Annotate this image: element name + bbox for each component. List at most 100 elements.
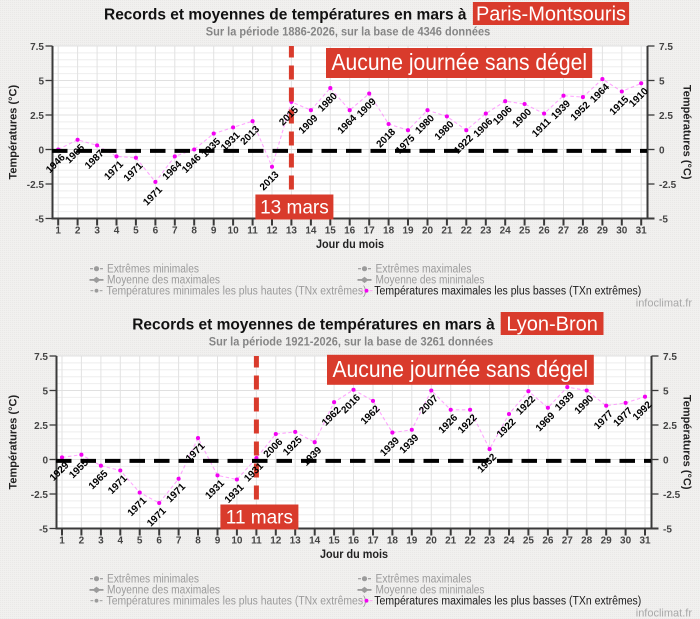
svg-text:11: 11	[247, 226, 258, 237]
svg-text:5: 5	[38, 76, 44, 87]
svg-text:Extrêmes minimales: Extrêmes minimales	[107, 574, 199, 586]
svg-text:9: 9	[215, 536, 221, 547]
svg-text:11: 11	[251, 536, 262, 547]
svg-text:5: 5	[659, 76, 665, 87]
svg-text:13 mars: 13 mars	[260, 197, 329, 218]
svg-text:25: 25	[519, 226, 531, 237]
svg-text:Températures maximales les plu: Températures maximales les plus basses (…	[374, 286, 641, 298]
svg-text:15: 15	[329, 536, 341, 547]
svg-text:24: 24	[503, 536, 515, 547]
svg-text:2: 2	[79, 536, 85, 547]
svg-text:Aucune journée sans dégel: Aucune journée sans dégel	[332, 49, 588, 75]
svg-text:0: 0	[38, 145, 44, 156]
svg-text:Moyenne des minimales: Moyenne des minimales	[376, 275, 485, 287]
svg-text:26: 26	[542, 536, 554, 547]
svg-text:9: 9	[211, 226, 217, 237]
svg-text:16: 16	[348, 536, 360, 547]
svg-text:13: 13	[290, 536, 302, 547]
svg-text:27: 27	[558, 226, 570, 237]
svg-text:1: 1	[59, 536, 65, 547]
svg-text:8: 8	[195, 536, 201, 547]
svg-text:Records et moyennes de tempéra: Records et moyennes de températures en m…	[132, 316, 495, 333]
svg-text:20: 20	[426, 536, 438, 547]
svg-text:29: 29	[601, 536, 613, 547]
svg-text:Sur la période 1921-2026, sur: Sur la période 1921-2026, sur la base de…	[209, 336, 494, 348]
svg-text:10: 10	[228, 226, 240, 237]
svg-text:15: 15	[325, 226, 337, 237]
svg-text:infoclimat.fr: infoclimat.fr	[636, 298, 693, 310]
svg-text:25: 25	[523, 536, 535, 547]
svg-text:5: 5	[137, 536, 143, 547]
svg-text:Températures maximales les plu: Températures maximales les plus basses (…	[374, 596, 641, 608]
svg-text:2.5: 2.5	[659, 111, 673, 122]
svg-text:Températures minimales les plu: Températures minimales les plus hautes (…	[107, 286, 367, 298]
svg-text:-5: -5	[663, 524, 672, 535]
svg-text:3: 3	[98, 536, 104, 547]
svg-text:Températures (°C): Températures (°C)	[8, 85, 20, 180]
svg-text:Moyenne des maximales: Moyenne des maximales	[107, 275, 220, 287]
svg-text:31: 31	[636, 226, 648, 237]
svg-text:5: 5	[42, 386, 48, 397]
svg-text:0: 0	[659, 145, 665, 156]
svg-text:Paris-Montsouris: Paris-Montsouris	[476, 4, 626, 26]
svg-text:10: 10	[231, 536, 243, 547]
svg-text:1: 1	[55, 226, 61, 237]
svg-text:-2.5: -2.5	[27, 180, 45, 191]
svg-text:2: 2	[75, 226, 81, 237]
svg-text:30: 30	[620, 536, 632, 547]
svg-text:Températures (°C): Températures (°C)	[8, 395, 20, 490]
svg-text:Moyenne des maximales: Moyenne des maximales	[107, 585, 220, 597]
svg-text:7: 7	[172, 226, 178, 237]
svg-text:Moyenne des minimales: Moyenne des minimales	[376, 585, 485, 597]
svg-text:3: 3	[94, 226, 100, 237]
svg-text:-2.5: -2.5	[663, 490, 681, 501]
svg-text:Extrêmes maximales: Extrêmes maximales	[376, 264, 472, 276]
svg-text:2.5: 2.5	[30, 111, 44, 122]
svg-text:12: 12	[270, 536, 282, 547]
svg-text:Records et moyennes de tempéra: Records et moyennes de températures en m…	[104, 6, 467, 23]
svg-text:7.5: 7.5	[659, 42, 673, 53]
svg-text:11 mars: 11 mars	[226, 507, 293, 528]
svg-text:19: 19	[402, 226, 414, 237]
svg-text:-5: -5	[39, 524, 48, 535]
svg-text:Sur la période 1886-2026, sur: Sur la période 1886-2026, sur la base de…	[206, 26, 491, 38]
svg-text:Jour du mois: Jour du mois	[316, 239, 384, 251]
svg-text:0: 0	[42, 455, 48, 466]
svg-text:19: 19	[406, 536, 418, 547]
svg-text:Températures (°C): Températures (°C)	[681, 85, 693, 180]
svg-text:16: 16	[344, 226, 356, 237]
svg-text:28: 28	[577, 226, 589, 237]
svg-text:2.5: 2.5	[663, 421, 677, 432]
svg-text:4: 4	[114, 226, 120, 237]
svg-text:5: 5	[133, 226, 139, 237]
svg-text:Températures (°C): Températures (°C)	[681, 395, 693, 490]
svg-text:14: 14	[309, 536, 321, 547]
svg-text:6: 6	[156, 536, 162, 547]
svg-text:18: 18	[387, 536, 399, 547]
svg-text:17: 17	[364, 226, 376, 237]
svg-text:22: 22	[465, 536, 477, 547]
svg-text:7: 7	[176, 536, 182, 547]
svg-text:7.5: 7.5	[34, 352, 48, 363]
svg-text:Lyon-Bron: Lyon-Bron	[506, 314, 598, 336]
svg-text:23: 23	[484, 536, 496, 547]
svg-text:Extrêmes minimales: Extrêmes minimales	[107, 264, 199, 276]
svg-text:Aucune journée sans dégel: Aucune journée sans dégel	[333, 356, 589, 382]
svg-text:12: 12	[266, 226, 278, 237]
svg-text:Extrêmes maximales: Extrêmes maximales	[376, 574, 472, 586]
svg-text:2.5: 2.5	[34, 421, 48, 432]
svg-text:13: 13	[286, 226, 298, 237]
svg-text:-5: -5	[35, 214, 44, 225]
svg-text:-2.5: -2.5	[659, 180, 677, 191]
svg-text:20: 20	[422, 226, 434, 237]
svg-text:21: 21	[441, 226, 453, 237]
svg-text:22: 22	[461, 226, 473, 237]
svg-text:7.5: 7.5	[663, 352, 677, 363]
svg-text:17: 17	[367, 536, 379, 547]
svg-text:Jour du mois: Jour du mois	[320, 549, 388, 561]
svg-text:31: 31	[639, 536, 651, 547]
svg-text:Températures minimales les plu: Températures minimales les plus hautes (…	[107, 596, 367, 608]
svg-text:infoclimat.fr: infoclimat.fr	[636, 608, 693, 619]
svg-text:4: 4	[118, 536, 124, 547]
svg-text:30: 30	[616, 226, 628, 237]
